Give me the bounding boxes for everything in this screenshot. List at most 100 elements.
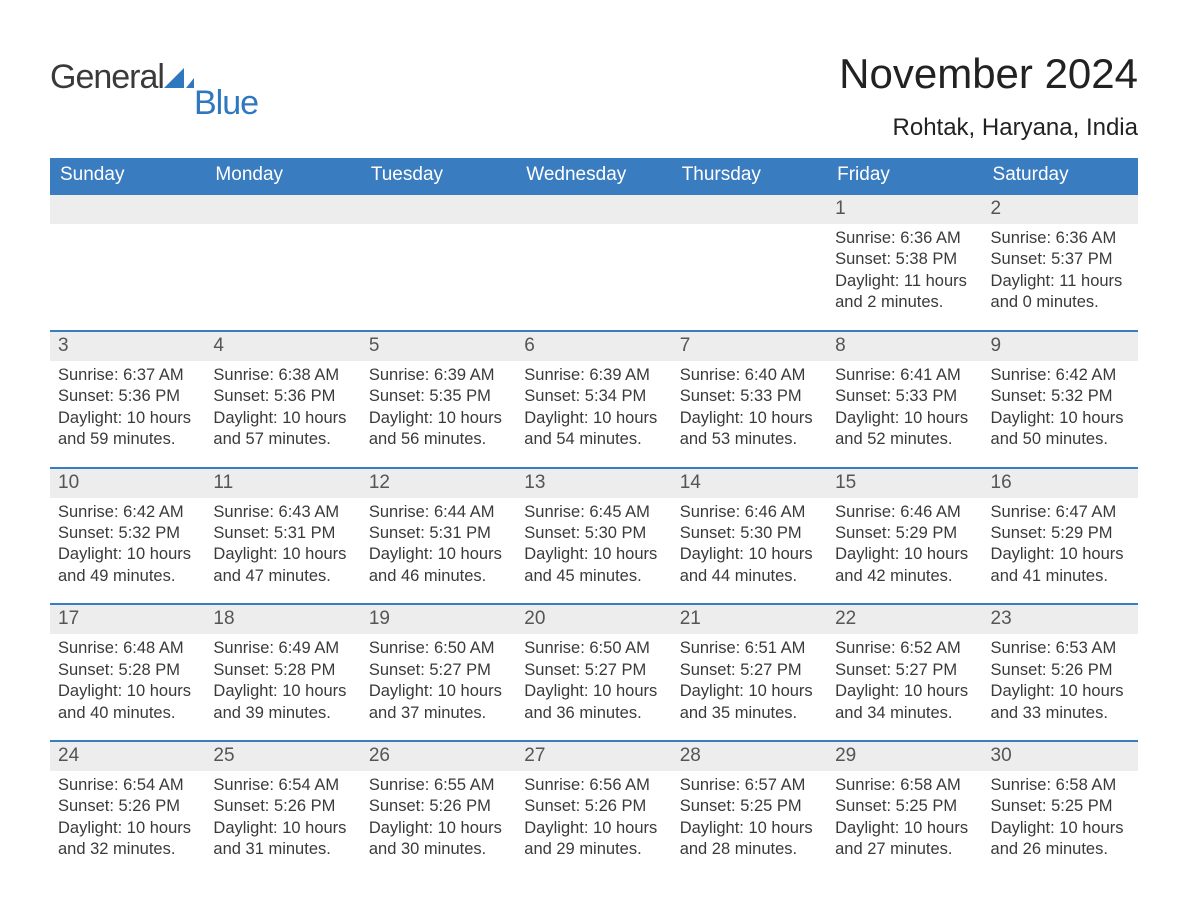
day-cell: 9Sunrise: 6:42 AMSunset: 5:32 PMDaylight… [983,330,1138,467]
sunset-line: Sunset: 5:36 PM [58,386,197,407]
day-cell: 15Sunrise: 6:46 AMSunset: 5:29 PMDayligh… [827,467,982,604]
sunset-line: Sunset: 5:27 PM [680,660,819,681]
week-row: 1Sunrise: 6:36 AMSunset: 5:38 PMDaylight… [50,193,1138,330]
sunset-line: Sunset: 5:33 PM [835,386,974,407]
daylight-line: Daylight: 10 hours and 31 minutes. [213,818,352,861]
week-row: 10 Sunrise: 6:42 AMSunset: 5:32 PM Dayligh… [50,467,1138,604]
sunrise-line: Sunrise: 6:47 AM [991,502,1130,523]
day-number: 6 [516,330,671,361]
day-details: Sunrise: 6:58 AMSunset: 5:25 PMDaylight:… [983,771,1138,861]
sunset-line: Sunset: 5:27 PM [835,660,974,681]
day-number: 9 [983,330,1138,361]
sunset-line: Sunset: 5:32 PM [58,523,197,544]
daylight-line: Daylight: 10 hours and 39 minutes. [213,681,352,724]
day-details: Sunrise: 6:36 AMSunset: 5:37 PMDaylight:… [983,224,1138,314]
sunset-line: Sunset: 5:35 PM [369,386,508,407]
week-row: 24Sunrise: 6:54 AMSunset: 5:26 PMDayligh… [50,740,1138,877]
sunrise-line: Sunrise: 6:46 AM [835,502,974,523]
day-cell: 4Sunrise: 6:38 AMSunset: 5:36 PMDaylight… [205,330,360,467]
empty-cell [361,193,516,330]
sunset-line: Sunset: 5:32 PM [991,386,1130,407]
daylight-line: Daylight: 10 hours and 41 minutes. [991,544,1130,587]
sunrise-line: Sunrise: 6:39 AM [524,365,663,386]
sunrise-line: Sunrise: 6:58 AM [991,775,1130,796]
sunrise-line: Sunrise: 6:50 AM [369,638,508,659]
sunrise-line: Sunrise: 6:52 AM [835,638,974,659]
sunset-line: Sunset: 5:30 PM [524,523,663,544]
sunset-line: Sunset: 5:26 PM [369,796,508,817]
day-number: 28 [672,740,827,771]
daylight-line: Daylight: 10 hours and 32 minutes. [58,818,197,861]
logo-word-2: Blue [194,84,258,123]
sunrise-line: Sunrise: 6:39 AM [369,365,508,386]
day-cell: 13Sunrise: 6:45 AMSunset: 5:30 PMDayligh… [516,467,671,604]
day-cell: 14Sunrise: 6:46 AMSunset: 5:30 PMDayligh… [672,467,827,604]
sunset-line: Sunset: 5:38 PM [835,249,974,270]
sunrise-line: Sunrise: 6:42 AM [991,365,1130,386]
page-title: November 2024 [839,50,1138,98]
day-number: 10 [50,467,205,498]
day-number [50,193,205,224]
sunset-line: Sunset: 5:25 PM [835,796,974,817]
day-details: Sunrise: 6:53 AMSunset: 5:26 PMDaylight:… [983,634,1138,724]
day-number: 14 [672,467,827,498]
sunset-line: Sunset: 5:29 PM [991,523,1130,544]
day-cell: 6Sunrise: 6:39 AMSunset: 5:34 PMDaylight… [516,330,671,467]
week-row: 17Sunrise: 6:48 AMSunset: 5:28 PMDayligh… [50,603,1138,740]
daylight-line: Daylight: 10 hours and 54 minutes. [524,408,663,451]
empty-cell [516,193,671,330]
day-number: 15 [827,467,982,498]
day-cell: 17Sunrise: 6:48 AMSunset: 5:28 PMDayligh… [50,603,205,740]
sunrise-line: Sunrise: 6:55 AM [369,775,508,796]
sunrise-line: Sunrise: 6:45 AM [524,502,663,523]
daylight-line: Daylight: 11 hours and 0 minutes. [991,271,1130,314]
header: General Blue November 2024 Rohtak, Harya… [50,50,1138,152]
day-cell: 23Sunrise: 6:53 AMSunset: 5:26 PMDayligh… [983,603,1138,740]
day-details: Sunrise: 6:47 AMSunset: 5:29 PMDaylight:… [983,498,1138,588]
day-number [205,193,360,224]
sunset-line: Sunset: 5:37 PM [991,249,1130,270]
sunset-line: Sunset: 5:26 PM [213,796,352,817]
day-number: 19 [361,603,516,634]
daylight-line: Daylight: 10 hours and 30 minutes. [369,818,508,861]
day-details: Sunrise: 6:54 AMSunset: 5:26 PMDaylight:… [205,771,360,861]
day-cell: 20Sunrise: 6:50 AMSunset: 5:27 PMDayligh… [516,603,671,740]
day-details: Sunrise: 6:40 AMSunset: 5:33 PMDaylight:… [672,361,827,451]
sunrise-line: Sunrise: 6:49 AM [213,638,352,659]
daylight-line: Daylight: 10 hours and 52 minutes. [835,408,974,451]
day-details: Sunrise: 6:51 AMSunset: 5:27 PMDaylight:… [672,634,827,724]
daylight-line: Daylight: 10 hours and 34 minutes. [835,681,974,724]
day-number: 7 [672,330,827,361]
sunset-line: Sunset: 5:36 PM [213,386,352,407]
logo: General Blue [50,50,262,97]
sunrise-line: Sunrise: 6:42 AM [58,502,197,523]
day-number [672,193,827,224]
day-cell: 7Sunrise: 6:40 AMSunset: 5:33 PMDaylight… [672,330,827,467]
day-details: Sunrise: 6:41 AMSunset: 5:33 PMDaylight:… [827,361,982,451]
dow-cell: Thursday [672,158,827,193]
sunset-line: Sunset: 5:28 PM [213,660,352,681]
sunrise-line: Sunrise: 6:37 AM [58,365,197,386]
sunset-line: Sunset: 5:26 PM [991,660,1130,681]
day-cell: 27Sunrise: 6:56 AMSunset: 5:26 PMDayligh… [516,740,671,877]
dow-cell: Tuesday [361,158,516,193]
day-details: Sunrise: 6:58 AMSunset: 5:25 PMDaylight:… [827,771,982,861]
day-cell: 18 Sunrise: 6:49 AMSunset: 5:28 PMDayligh… [205,603,360,740]
sunrise-line: Sunrise: 6:51 AM [680,638,819,659]
sunset-line: Sunset: 5:28 PM [58,660,197,681]
day-cell: 3Sunrise: 6:37 AMSunset: 5:36 PMDaylight… [50,330,205,467]
day-number: 12 [361,467,516,498]
day-number: 24 [50,740,205,771]
day-number: 18 [205,603,360,634]
sunset-line: Sunset: 5:31 PM [213,523,352,544]
day-cell: 29Sunrise: 6:58 AMSunset: 5:25 PMDayligh… [827,740,982,877]
sunset-line: Sunset: 5:26 PM [524,796,663,817]
day-cell: 21Sunrise: 6:51 AMSunset: 5:27 PMDayligh… [672,603,827,740]
day-cell: 2Sunrise: 6:36 AMSunset: 5:37 PMDaylight… [983,193,1138,330]
sunrise-line: Sunrise: 6:46 AM [680,502,819,523]
day-cell: 12Sunrise: 6:44 AMSunset: 5:31 PMDayligh… [361,467,516,604]
day-details: Sunrise: 6:37 AMSunset: 5:36 PMDaylight:… [50,361,205,451]
sunrise-line: Sunrise: 6:40 AM [680,365,819,386]
day-cell: 19Sunrise: 6:50 AMSunset: 5:27 PMDayligh… [361,603,516,740]
day-details: Sunrise: 6:38 AMSunset: 5:36 PMDaylight:… [205,361,360,451]
